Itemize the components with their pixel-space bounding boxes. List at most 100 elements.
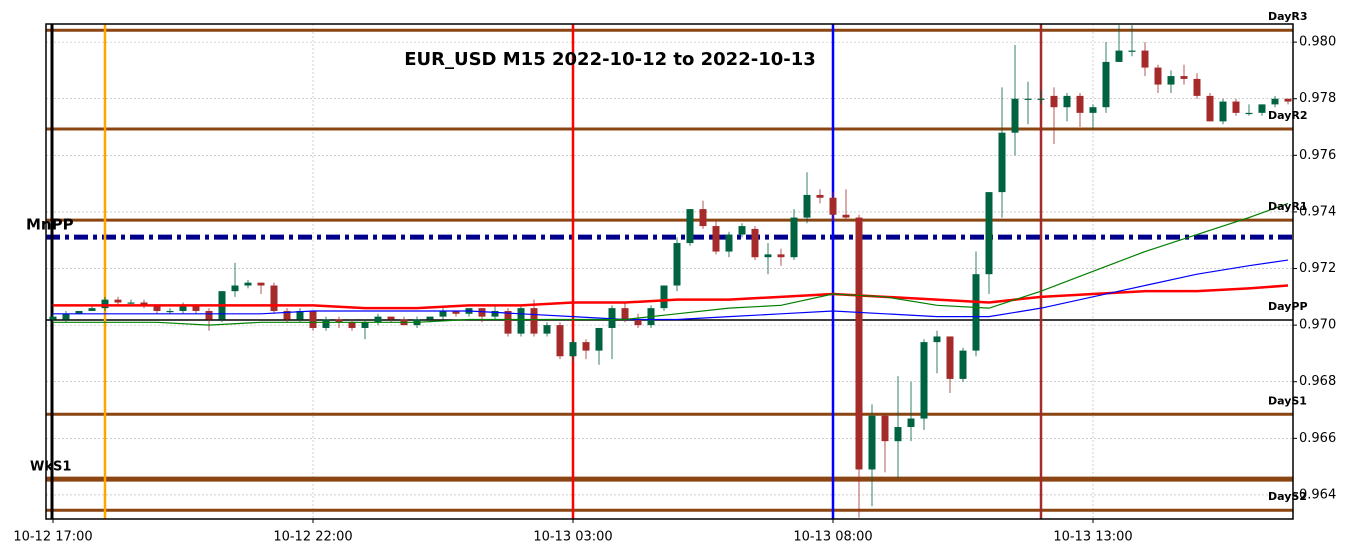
candle-body — [686, 209, 694, 244]
x-tick-label: 10-12 22:00 — [273, 530, 352, 545]
candle-body — [361, 322, 369, 328]
level-label: MnPP — [26, 216, 74, 234]
candle-body — [491, 310, 499, 317]
candle-body — [1154, 67, 1162, 85]
candle-body — [634, 319, 642, 326]
level-label: DayR1 — [1268, 200, 1308, 213]
candle-body — [257, 282, 265, 286]
candle-body — [582, 342, 590, 351]
candle-body — [296, 310, 304, 320]
moving-average — [53, 202, 1289, 326]
candle-body — [452, 310, 460, 314]
candle-body — [1102, 61, 1110, 108]
candle-body — [1141, 50, 1149, 68]
level-label: DayR2 — [1268, 109, 1308, 122]
candle-body — [725, 234, 733, 252]
candle-body — [478, 308, 486, 317]
candle-body — [1024, 98, 1032, 100]
candle-body — [75, 310, 83, 314]
candle-body — [205, 310, 213, 320]
candle-body — [322, 319, 330, 328]
candle-body — [881, 415, 889, 442]
candle-body — [1050, 95, 1058, 108]
candle-body — [530, 308, 538, 334]
x-tick-label: 10-13 13:00 — [1053, 530, 1132, 545]
candle-body — [1115, 50, 1123, 62]
level-label: DayPP — [1268, 300, 1308, 313]
candle-body — [1271, 98, 1279, 105]
candle-body — [114, 299, 122, 303]
candle-body — [712, 226, 720, 252]
x-tick-label: 10-13 03:00 — [533, 530, 612, 545]
candle-body — [920, 342, 928, 419]
candle-body — [231, 285, 239, 292]
candle-body — [595, 327, 603, 351]
candle-body — [270, 285, 278, 311]
candle-body — [140, 302, 148, 306]
candle-body — [1063, 95, 1071, 108]
candle-body — [1245, 112, 1253, 115]
candle-body — [127, 302, 135, 304]
candle-body — [439, 310, 447, 317]
candle-body — [985, 192, 993, 275]
candle-body — [1089, 107, 1097, 113]
level-label: WkS1 — [30, 460, 71, 475]
candle-body — [660, 285, 668, 309]
candle-body — [101, 299, 109, 309]
y-tick-label: 0.968 — [1299, 374, 1336, 389]
candle-body — [608, 308, 616, 328]
candle-body — [1193, 78, 1201, 96]
candle-body — [153, 305, 161, 311]
y-tick-label: 0.980 — [1299, 35, 1336, 50]
candle-body — [374, 316, 382, 323]
candle-body — [166, 310, 174, 313]
candle-body — [1167, 76, 1175, 85]
candle-body — [192, 305, 200, 311]
y-tick-label: 0.972 — [1299, 261, 1336, 276]
level-label: DayS2 — [1268, 490, 1307, 503]
x-tick-label: 10-12 17:00 — [13, 530, 92, 545]
y-tick-label: 0.974 — [1299, 204, 1336, 219]
candle-body — [946, 336, 954, 379]
candle-body — [959, 350, 967, 379]
candle-body — [1206, 95, 1214, 122]
x-tick-label: 10-13 08:00 — [793, 530, 872, 545]
candle-body — [803, 194, 811, 218]
candle-body — [855, 217, 863, 470]
candle-body — [1076, 95, 1084, 113]
y-tick-label: 0.976 — [1299, 148, 1336, 163]
candle-body — [543, 325, 551, 334]
candle-body — [1128, 50, 1136, 52]
y-tick-label: 0.966 — [1299, 431, 1336, 446]
candle-body — [907, 418, 915, 428]
candle-body — [816, 194, 824, 198]
candle-body — [777, 254, 785, 258]
candle-body — [972, 274, 980, 351]
candle-body — [829, 197, 837, 215]
candle-body — [348, 322, 356, 328]
candle-body — [673, 243, 681, 286]
candle-body — [998, 132, 1006, 193]
candle-body — [738, 226, 746, 235]
y-tick-label: 0.970 — [1299, 318, 1336, 333]
candle-body — [842, 214, 850, 218]
plot-layer — [46, 24, 1293, 519]
candle-body — [699, 209, 707, 227]
candle-body — [309, 310, 317, 328]
level-label: DayR3 — [1268, 10, 1308, 23]
candle-body — [1037, 98, 1045, 100]
y-tick-label: 0.978 — [1299, 91, 1336, 106]
candle-body — [1180, 76, 1188, 79]
candle-body — [426, 316, 434, 320]
candle-body — [621, 308, 629, 320]
candle-body — [517, 308, 525, 334]
candle-body — [283, 310, 291, 320]
level-label: DayS1 — [1268, 394, 1307, 407]
plot-frame — [45, 23, 1294, 520]
moving-average — [53, 284, 1289, 310]
candle-body — [1258, 104, 1266, 113]
candle-body — [62, 313, 70, 320]
candle-body — [179, 305, 187, 311]
candle-body — [556, 325, 564, 357]
